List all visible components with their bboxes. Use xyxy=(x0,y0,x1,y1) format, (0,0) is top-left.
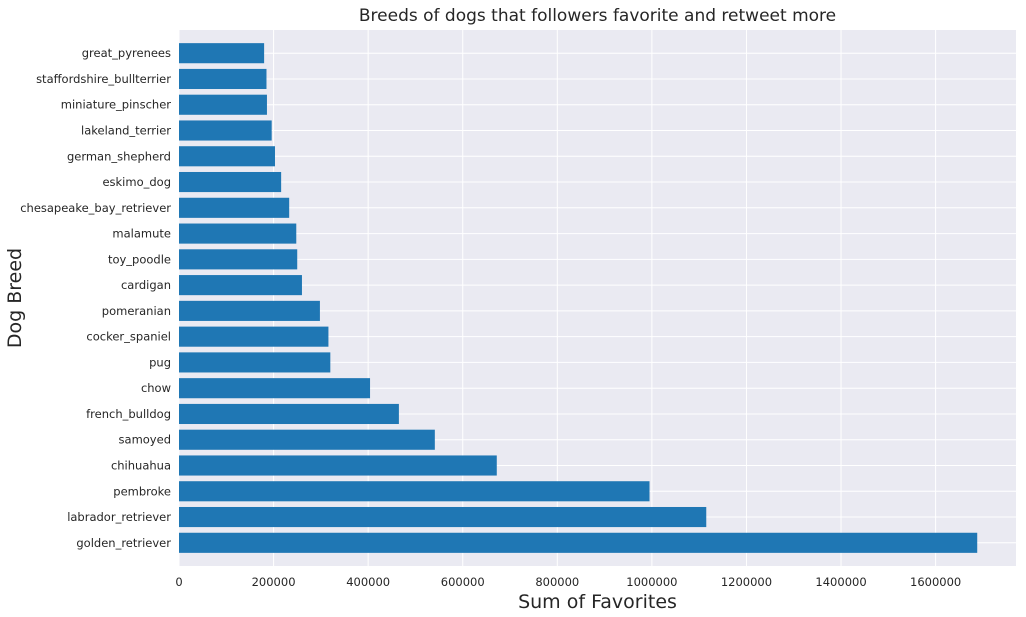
bar-french_bulldog xyxy=(179,403,399,425)
x-tick-labels: 0 200000 400000 600000 800000 1000000 1200000 1… xyxy=(175,575,961,589)
y-tick-label: labrador_retriever xyxy=(67,510,171,524)
y-tick-label: golden_retriever xyxy=(76,536,171,550)
bar-pomeranian xyxy=(179,300,320,321)
y-tick-label: samoyed xyxy=(119,433,171,447)
bar-german_shepherd xyxy=(179,146,275,167)
y-tick-label: miniature_pinscher xyxy=(61,98,171,112)
bar-pug xyxy=(179,352,331,373)
y-tick-label: german_shepherd xyxy=(67,149,171,163)
y-tick-label: lakeland_terrier xyxy=(81,124,171,138)
y-tick-label: toy_poodle xyxy=(108,252,171,266)
y-tick-label: chow xyxy=(141,381,171,395)
x-tick-label: 600000 xyxy=(441,575,485,589)
bar-chihuahua xyxy=(179,455,497,476)
y-tick-labels: golden_retriever labrador_retriever pembro… xyxy=(20,46,171,550)
plot-background xyxy=(179,30,1016,566)
bar-malamute xyxy=(179,223,297,244)
x-tick-label: 800000 xyxy=(535,575,579,589)
y-tick-label: pomeranian xyxy=(102,304,171,318)
bars xyxy=(179,43,978,553)
x-tick-label: 400000 xyxy=(346,575,390,589)
y-axis-title: Dog Breed xyxy=(4,248,26,348)
y-tick-label: staffordshire_bullterrier xyxy=(36,72,171,86)
bar-cocker_spaniel xyxy=(179,326,329,347)
bar-golden_retriever xyxy=(179,532,978,553)
y-tick-label: cardigan xyxy=(121,278,171,292)
bar-toy_poodle xyxy=(179,249,298,270)
bar-lakeland_terrier xyxy=(179,120,272,141)
x-tick-label: 0 xyxy=(175,575,182,589)
bar-chesapeake_bay_retriever xyxy=(179,197,290,218)
y-tick-label: eskimo_dog xyxy=(102,175,171,189)
x-tick-label: 1000000 xyxy=(626,575,677,589)
y-tick-label: great_pyrenees xyxy=(82,46,171,60)
x-tick-label: 200000 xyxy=(252,575,296,589)
chart-title: Breeds of dogs that followers favorite a… xyxy=(359,6,836,26)
bar-samoyed xyxy=(179,429,435,450)
y-tick-label: french_bulldog xyxy=(86,407,171,421)
bar-labrador_retriever xyxy=(179,506,707,528)
y-tick-label: cocker_spaniel xyxy=(86,330,171,344)
x-axis-title: Sum of Favorites xyxy=(518,591,677,613)
y-tick-label: malamute xyxy=(112,227,171,241)
y-tick-label: pug xyxy=(149,355,171,369)
bar-great_pyrenees xyxy=(179,43,265,64)
x-tick-label: 1200000 xyxy=(721,575,772,589)
bar-eskimo_dog xyxy=(179,171,282,193)
y-tick-label: pembroke xyxy=(113,484,171,498)
x-tick-label: 1600000 xyxy=(910,575,961,589)
bar-miniature_pinscher xyxy=(179,94,267,115)
bar-chow xyxy=(179,378,371,399)
bar-cardigan xyxy=(179,275,302,296)
y-tick-label: chesapeake_bay_retriever xyxy=(20,201,171,215)
x-tick-label: 1400000 xyxy=(815,575,866,589)
y-tick-label: chihuahua xyxy=(111,459,171,473)
bar-pembroke xyxy=(179,481,650,502)
bar-staffordshire_bullterrier xyxy=(179,68,267,90)
